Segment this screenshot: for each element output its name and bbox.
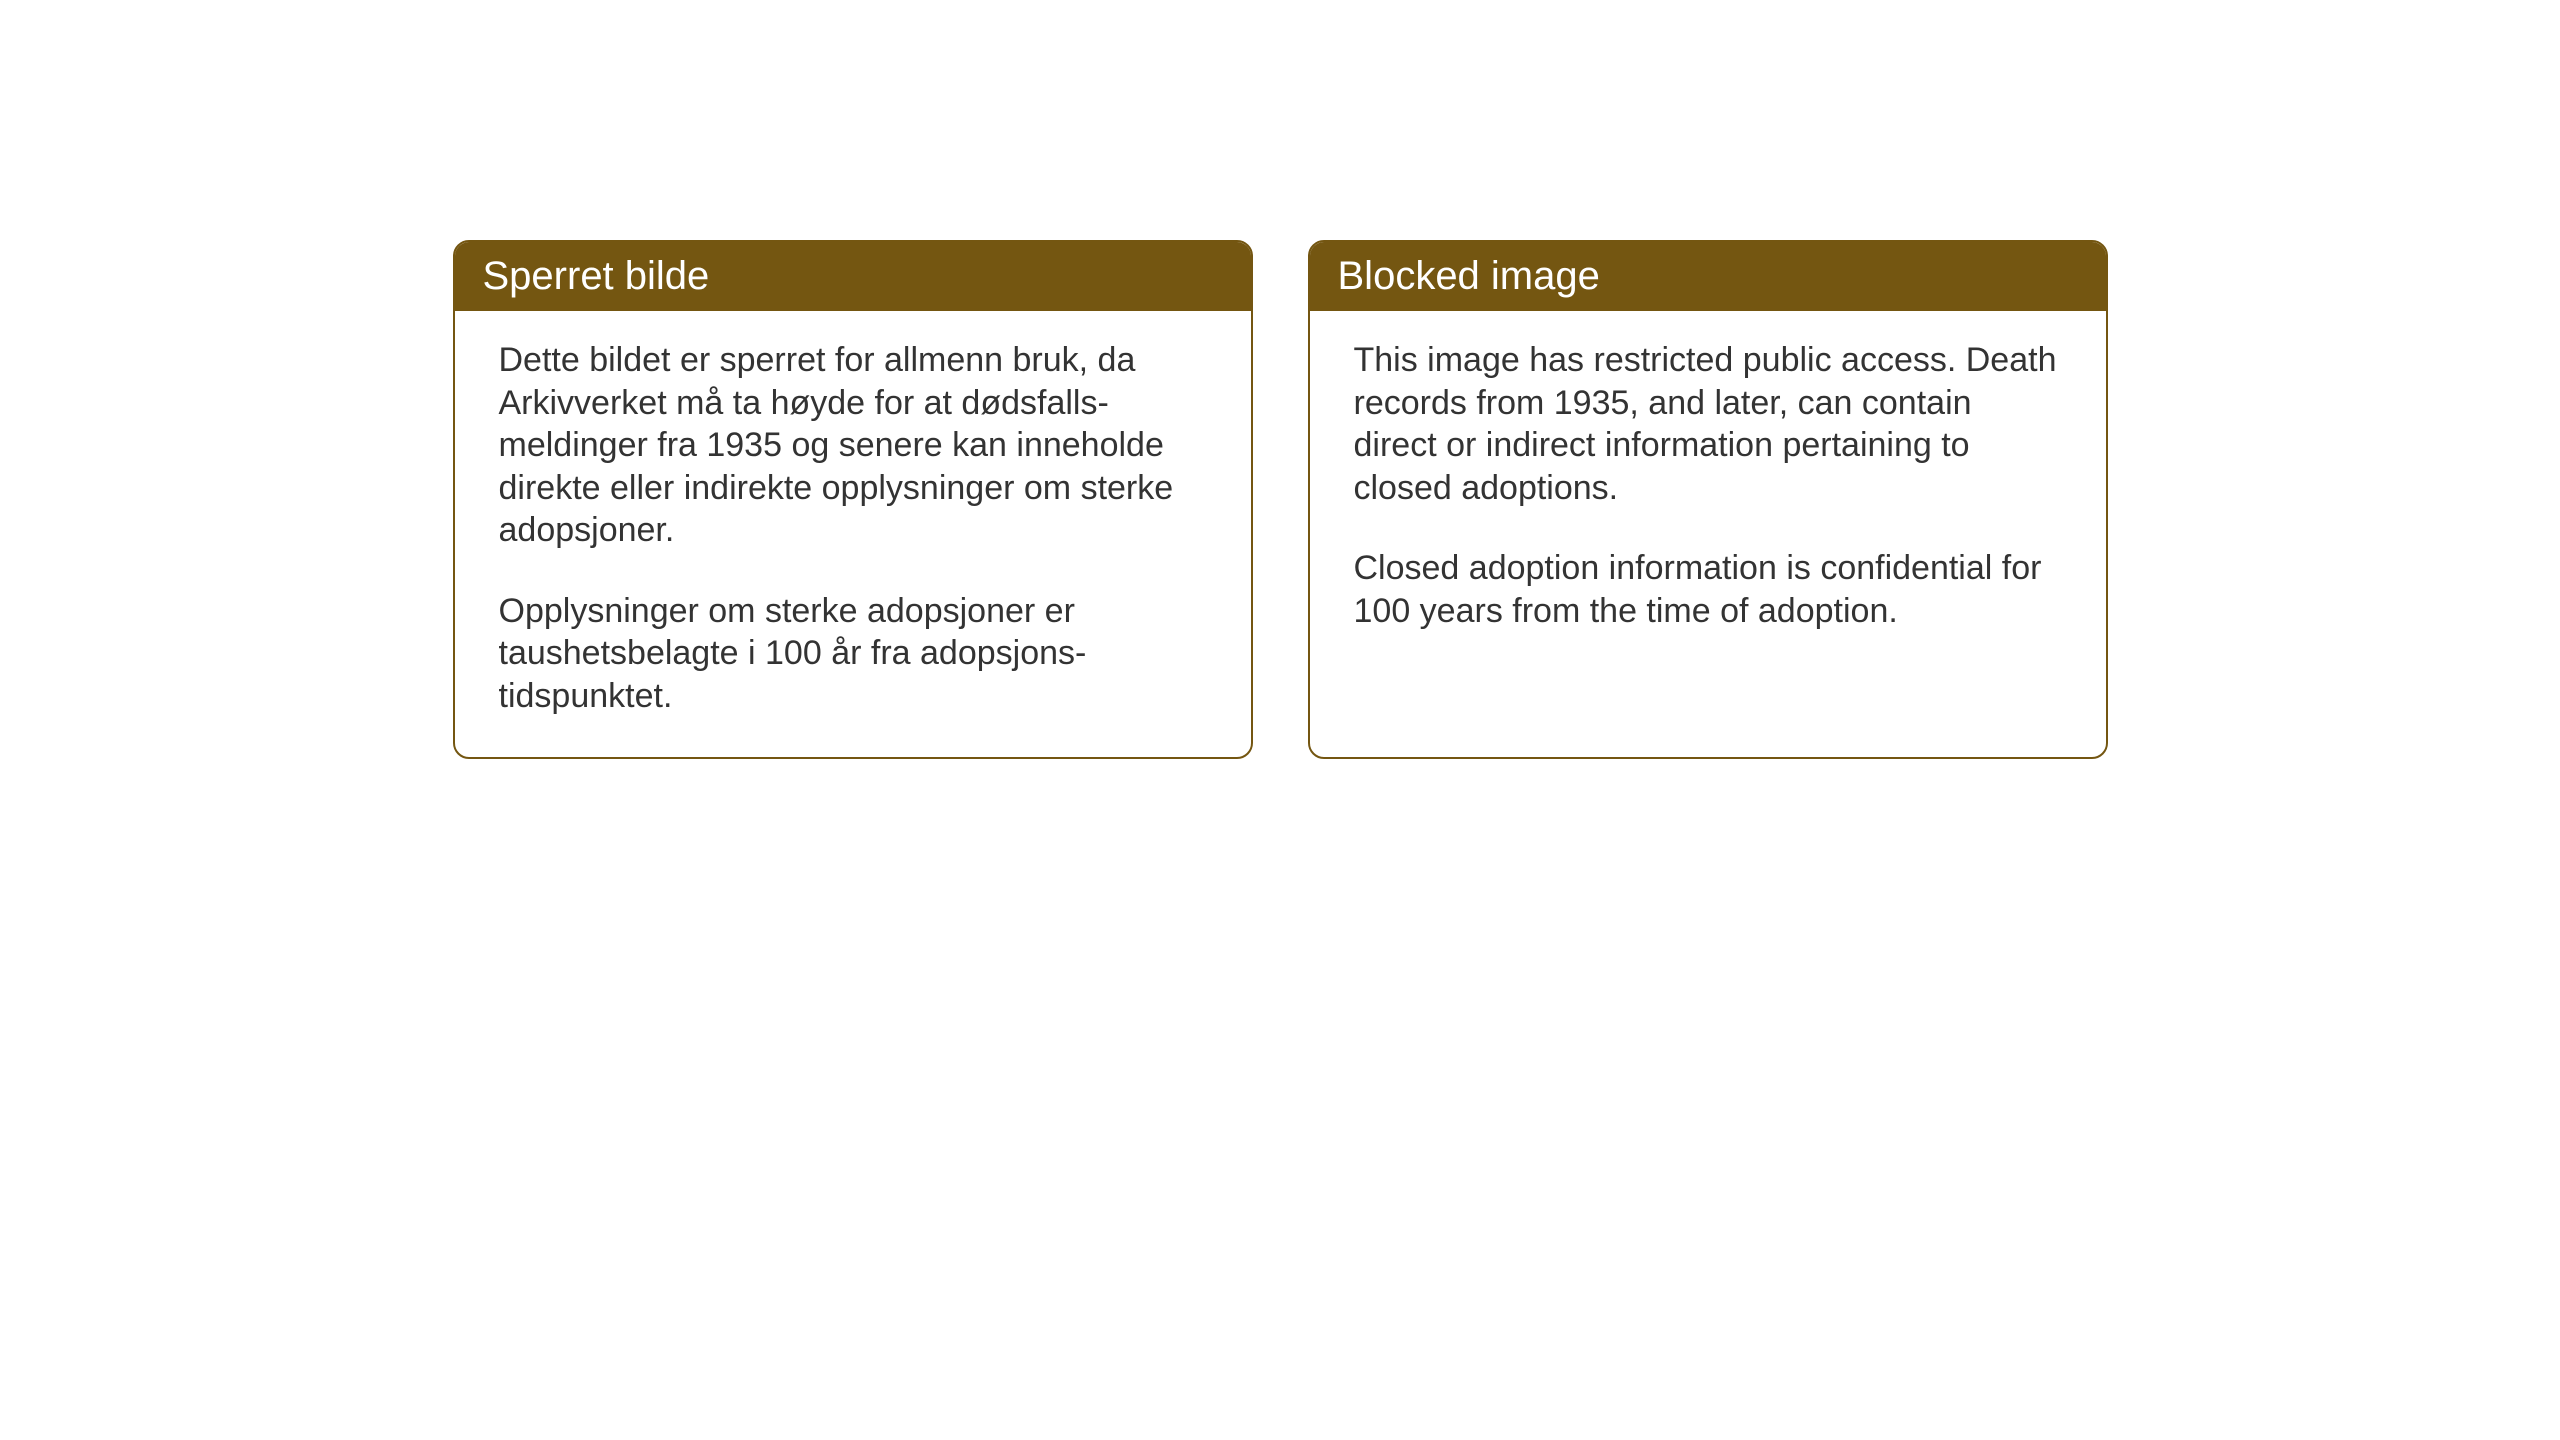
notice-paragraph-2-english: Closed adoption information is confident… <box>1354 547 2062 632</box>
notice-paragraph-1-norwegian: Dette bildet er sperret for allmenn bruk… <box>499 339 1207 552</box>
card-header-norwegian: Sperret bilde <box>455 242 1251 311</box>
card-header-english: Blocked image <box>1310 242 2106 311</box>
notice-card-norwegian: Sperret bilde Dette bildet er sperret fo… <box>453 240 1253 759</box>
card-body-norwegian: Dette bildet er sperret for allmenn bruk… <box>455 311 1251 757</box>
notice-container: Sperret bilde Dette bildet er sperret fo… <box>453 240 2108 759</box>
notice-paragraph-2-norwegian: Opplysninger om sterke adopsjoner er tau… <box>499 590 1207 718</box>
notice-paragraph-1-english: This image has restricted public access.… <box>1354 339 2062 509</box>
card-body-english: This image has restricted public access.… <box>1310 311 2106 672</box>
notice-card-english: Blocked image This image has restricted … <box>1308 240 2108 759</box>
